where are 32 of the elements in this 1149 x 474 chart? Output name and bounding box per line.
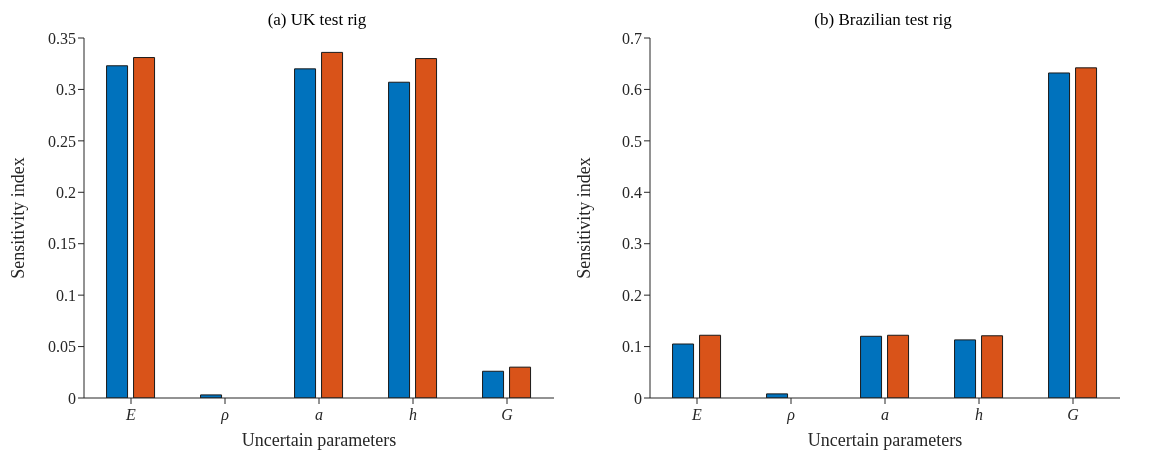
y-tick-label: 0.3 [622,235,642,253]
y-tick-label: 0.05 [48,338,76,356]
x-tick-label: ρ [220,406,230,424]
chart-title: (b) Brazilian test rig [813,10,953,30]
x-axis-title: Uncertain parameters [807,430,963,450]
y-axis-title: Sensitivity index [8,157,29,279]
x-axis-title: Uncertain parameters [241,430,397,450]
y-tick-label: 0.2 [622,286,642,304]
x-tick-label: ρ [786,406,796,424]
x-tick-label: h [409,406,417,423]
y-tick-label: 0.4 [622,183,642,201]
x-tick-label: a [881,406,889,423]
y-tick-label: 0 [634,389,642,407]
y-tick-label: 0.5 [622,132,642,150]
chart-title: (a) UK test rig [266,10,368,30]
y-axis-title: Sensitivity index [574,157,595,279]
x-tick-label: h [975,406,983,423]
x-tick-label: a [315,406,323,423]
x-tick-label: G [501,406,514,423]
y-tick-label: 0.6 [622,81,642,99]
y-tick-label: 0.2 [56,183,76,201]
y-tick-label: 0.25 [48,132,76,150]
x-tick-label: E [691,406,703,423]
y-tick-label: 0.7 [622,29,642,47]
y-tick-label: 0.15 [48,235,76,253]
y-tick-label: 0.1 [622,338,642,356]
x-tick-label: E [125,406,137,423]
x-tick-label: G [1067,406,1080,423]
y-tick-label: 0.1 [56,286,76,304]
y-tick-label: 0.3 [56,81,76,99]
y-tick-label: 0.35 [48,29,76,47]
y-tick-label: 0 [68,389,76,407]
